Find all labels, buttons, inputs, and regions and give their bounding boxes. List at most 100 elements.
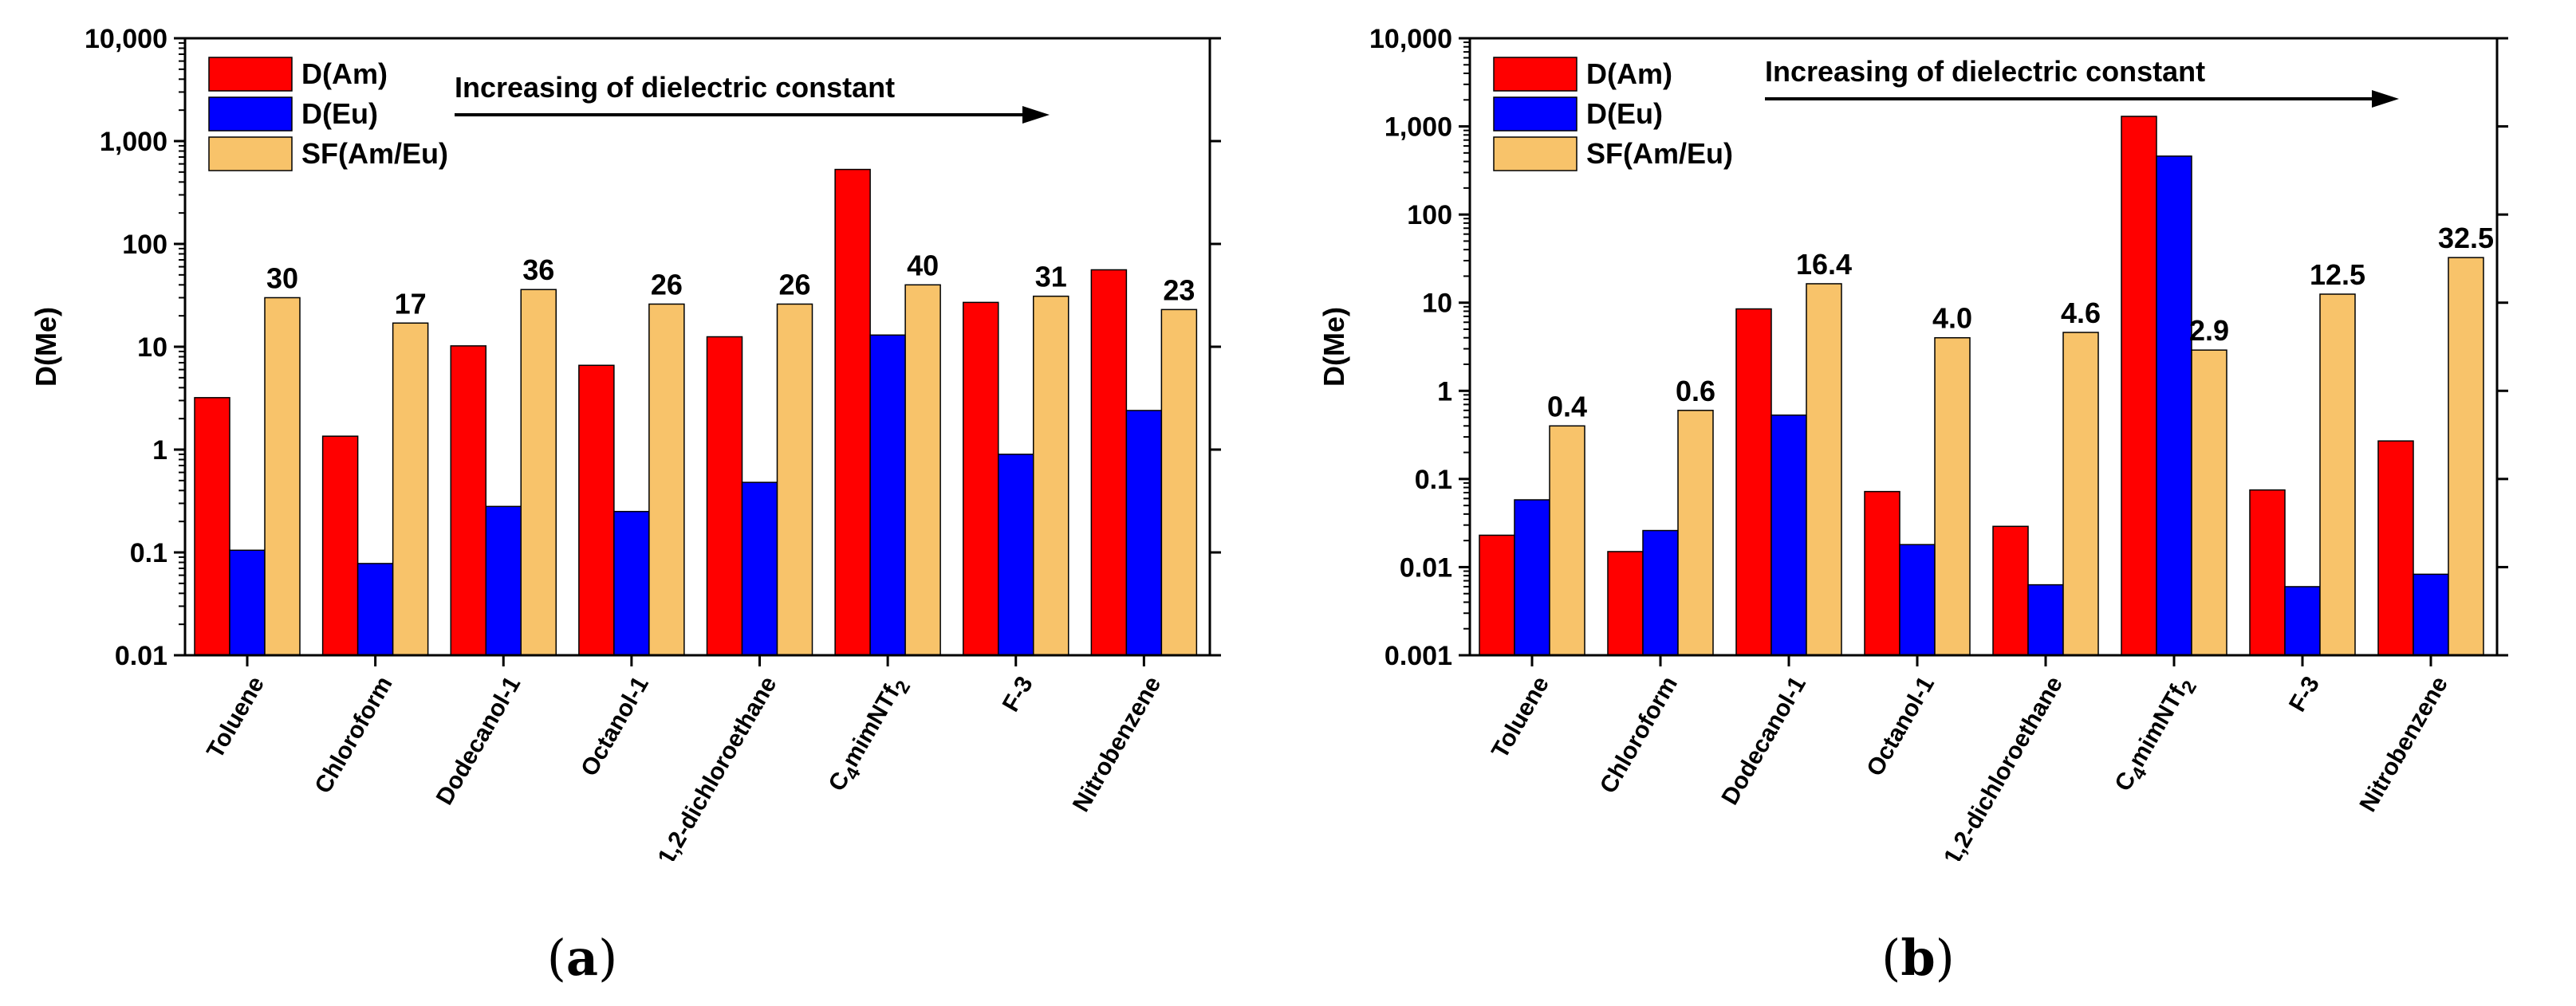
bar-sf (520, 289, 557, 656)
data-label: 0.6 (1676, 375, 1715, 407)
data-label: 4.6 (2061, 297, 2101, 329)
legend-swatch-d-am (1493, 57, 1578, 92)
bar-sf (776, 303, 813, 656)
bar-d-am (2377, 440, 2414, 656)
annotation-arrow-head (1022, 106, 1050, 124)
bar-d-eu (2156, 155, 2192, 656)
chart-panel-a: 0.01 0.1 1 10 100 1,000 10,000 30 Toluene 17 Chlor… (30, 24, 1221, 861)
bar-d-am (2121, 116, 2157, 656)
bar-sf (1806, 283, 1842, 656)
bar-d-eu (1514, 499, 1550, 656)
x-category-label: Dodecanol-1 (1716, 672, 1811, 809)
annotation-text: Increasing of dielectric constant (1765, 55, 2205, 88)
bar-sf (1160, 308, 1198, 656)
legend-swatch-d-eu (208, 96, 293, 132)
y-tick-label: 0.1 (130, 538, 167, 568)
bar-sf (2319, 293, 2356, 656)
y-tick-label: 10,000 (85, 24, 167, 54)
y-tick-label: 10,000 (1369, 24, 1452, 54)
plot-frame (183, 37, 1211, 657)
legend-label-d-eu: D(Eu) (1586, 97, 1663, 130)
bar-d-eu (1899, 544, 1936, 656)
bar-d-am (1607, 551, 1644, 656)
legend-swatch-d-am (208, 57, 293, 92)
x-category-label: Chloroform (309, 672, 397, 798)
bar-d-eu (1125, 410, 1163, 656)
y-tick-label: 0.1 (1415, 465, 1452, 495)
y-tick-label: 0.001 (1385, 641, 1452, 671)
bar-d-eu (741, 481, 778, 656)
x-category-label: Toluene (1487, 672, 1554, 763)
x-category-label: Chloroform (1595, 672, 1683, 798)
legend-label-d-am: D(Am) (301, 57, 388, 90)
y-tick-label: 10 (1422, 289, 1452, 319)
bar-d-eu (2027, 584, 2064, 656)
bar-d-eu (869, 334, 906, 656)
bar-sf (648, 303, 685, 656)
bar-d-am (2249, 489, 2286, 656)
x-category-label: 1,2-dichloroethane (653, 672, 782, 861)
bar-sf (1677, 410, 1714, 656)
y-tick-label: 0.01 (115, 641, 167, 671)
y-tick-label: 10 (137, 332, 167, 363)
caption-panel-a: (a) (546, 929, 618, 987)
data-label: 17 (395, 287, 427, 320)
data-label: 40 (907, 249, 939, 281)
y-tick-label: 100 (122, 230, 167, 260)
bar-d-eu (2284, 586, 2321, 656)
x-category-label: Toluene (202, 672, 270, 763)
legend-label-d-am: D(Am) (1586, 57, 1672, 90)
bar-sf (1033, 295, 1069, 656)
bar-sf (264, 297, 301, 656)
x-category-label: 1,2-dichloroethane (1939, 672, 2068, 861)
bar-sf (2062, 332, 2099, 656)
bar-d-am (1735, 308, 1772, 656)
bar-d-am (194, 397, 230, 656)
bar-d-am (450, 345, 486, 656)
x-category-label: Nitrobenzene (2354, 672, 2453, 816)
data-label: 26 (651, 268, 683, 301)
bar-sf (1934, 336, 1971, 656)
bar-sf (392, 322, 429, 656)
legend-label-sf: SF(Am/Eu) (301, 137, 448, 170)
chart-panel-b: 0.001 0.01 0.1 1 10 100 1,000 10,000 0.4 Toluene 0… (1318, 24, 2508, 861)
plot-frame (1468, 37, 2499, 657)
bar-d-eu (229, 549, 266, 656)
data-label: 23 (1163, 273, 1195, 306)
bar-d-am (1992, 525, 2029, 656)
legend-label-sf: SF(Am/Eu) (1586, 137, 1733, 170)
bar-d-eu (485, 505, 522, 656)
bar-sf (904, 284, 941, 656)
caption-panel-b: (b) (1881, 929, 1955, 987)
x-category-label: F-3 (998, 672, 1038, 716)
data-label: 4.0 (1932, 302, 1972, 335)
x-category-label: Octanol-1 (576, 672, 654, 780)
y-tick-label: 1,000 (1385, 112, 1452, 143)
legend-swatch-sf (208, 136, 293, 171)
annotation-text: Increasing of dielectric constant (455, 71, 895, 104)
bar-sf (1549, 425, 1585, 656)
y-axis-label: D(Me) (1318, 307, 1350, 387)
x-category-label: C4mimNTf2 (2109, 672, 2201, 799)
legend-swatch-sf (1493, 136, 1578, 171)
data-label: 31 (1035, 261, 1067, 293)
bar-d-eu (356, 563, 394, 656)
data-label: 16.4 (1796, 248, 1852, 281)
data-label: 0.4 (1547, 390, 1587, 422)
bar-d-am (1479, 534, 1515, 656)
y-tick-label: 100 (1407, 200, 1452, 230)
bar-d-am (834, 168, 871, 656)
x-category-label: C4mimNTf2 (824, 672, 916, 799)
legend-label-d-eu: D(Eu) (301, 97, 378, 130)
x-category-label: F-3 (2284, 672, 2325, 716)
bar-d-am (1090, 269, 1128, 656)
bar-d-eu (2413, 573, 2449, 656)
bar-d-am (963, 301, 999, 656)
y-tick-label: 0.01 (1400, 552, 1452, 583)
x-category-label: Nitrobenzene (1068, 672, 1167, 816)
y-tick-label: 1,000 (100, 127, 167, 157)
data-label: 30 (266, 261, 298, 294)
bar-sf (2448, 257, 2484, 656)
bar-d-eu (998, 454, 1034, 656)
